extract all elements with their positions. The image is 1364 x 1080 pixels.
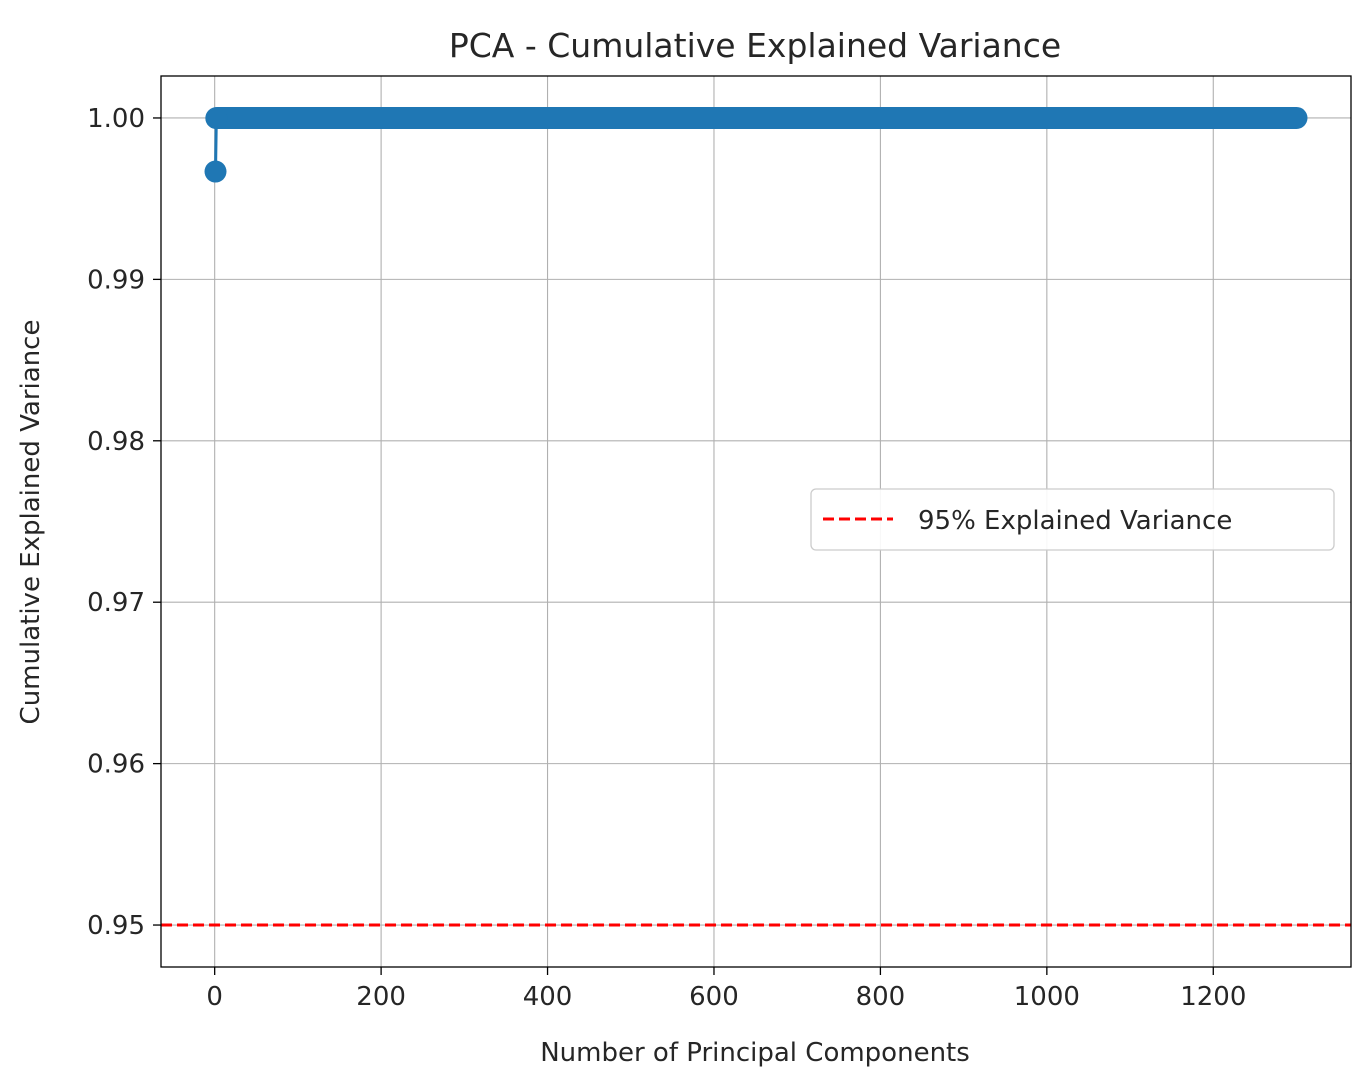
y-tick-label: 0.96 xyxy=(87,750,145,780)
x-tick-label: 800 xyxy=(856,982,906,1012)
x-tick-label: 200 xyxy=(356,982,406,1012)
x-tick-label: 400 xyxy=(523,982,573,1012)
legend: 95% Explained Variance xyxy=(810,488,1335,551)
ticks: 0 200 400 600 800 1000 1200 0.95 0.96 0.97 0.98 0.9… xyxy=(87,104,1246,1012)
legend-box xyxy=(810,488,1335,551)
plot-data xyxy=(161,106,1351,927)
plot-frame xyxy=(160,75,1352,968)
y-tick-label: 1.00 xyxy=(87,104,145,134)
y-tick-label: 0.98 xyxy=(87,427,145,457)
chart-title: PCA - Cumulative Explained Variance xyxy=(449,26,1061,65)
series-point xyxy=(204,160,227,183)
x-tick-label: 0 xyxy=(206,982,223,1012)
series-point xyxy=(205,107,228,130)
y-axis-label: Cumulative Explained Variance xyxy=(16,320,46,725)
x-tick-label: 600 xyxy=(689,982,739,1012)
x-tick-label: 1200 xyxy=(1180,982,1246,1012)
legend-label-95pct: 95% Explained Variance xyxy=(918,506,1232,536)
y-tick-label: 0.97 xyxy=(87,588,145,618)
x-tick-label: 1000 xyxy=(1014,982,1080,1012)
x-axis-label: Number of Principal Components xyxy=(540,1038,970,1068)
y-tick-label: 0.95 xyxy=(87,911,145,941)
y-tick-label: 0.99 xyxy=(87,265,145,295)
